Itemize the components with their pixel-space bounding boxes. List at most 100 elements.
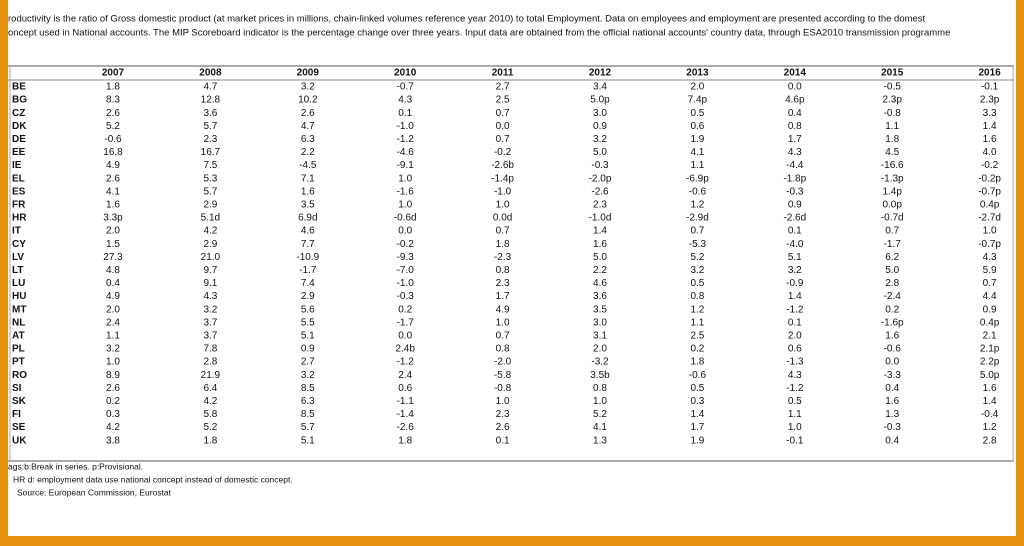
cell: -1.6 bbox=[397, 186, 415, 197]
cell: 3.2 bbox=[301, 370, 315, 381]
sheet bbox=[8, 0, 1016, 536]
cell: -2.7d bbox=[978, 213, 1001, 224]
cell: 0.5 bbox=[690, 278, 704, 289]
cell: 5.0 bbox=[885, 265, 899, 276]
cell: 0.4 bbox=[885, 435, 899, 446]
cell: 2.8 bbox=[203, 357, 217, 368]
cell: -2.6 bbox=[591, 186, 609, 197]
cell: 8.3 bbox=[106, 95, 120, 106]
cell: 0.3 bbox=[690, 396, 704, 407]
cell: 4.2 bbox=[203, 396, 217, 407]
cell: 0.8 bbox=[496, 344, 510, 355]
cell: -9.1 bbox=[397, 160, 415, 171]
cell: -0.3 bbox=[591, 160, 609, 171]
cell: 5.1 bbox=[301, 331, 315, 342]
cell: 4.3 bbox=[788, 147, 802, 158]
cell: 1.1 bbox=[690, 317, 704, 328]
cell: 8.5 bbox=[301, 409, 315, 420]
cell: 0.3 bbox=[106, 409, 120, 420]
cell: -0.2p bbox=[978, 173, 1001, 184]
cell: -4.6 bbox=[397, 147, 415, 158]
cell: 5.2 bbox=[690, 252, 704, 263]
cell: 2.6 bbox=[106, 173, 120, 184]
cell: 0.0p bbox=[882, 200, 902, 211]
cell: 0.7 bbox=[496, 331, 510, 342]
cell: -0.2 bbox=[494, 147, 512, 158]
cell: 0.5 bbox=[690, 108, 704, 119]
cell: 2.3 bbox=[496, 278, 510, 289]
cell: 2.2p bbox=[980, 357, 1000, 368]
cell: 3.2 bbox=[203, 304, 217, 315]
cell: -4.5 bbox=[299, 160, 317, 171]
row-label: DK bbox=[12, 121, 27, 132]
cell: -0.3 bbox=[884, 422, 902, 433]
cell: 0.6 bbox=[788, 344, 802, 355]
cell: 1.4 bbox=[593, 226, 607, 237]
row-label: IE bbox=[12, 160, 22, 171]
column-header: 2016 bbox=[978, 68, 1001, 79]
cell: -1.2 bbox=[397, 134, 415, 145]
cell: -0.2 bbox=[397, 239, 415, 250]
cell: 5.1 bbox=[788, 252, 802, 263]
cell: 7.4 bbox=[301, 278, 315, 289]
cell: 4.3 bbox=[398, 95, 412, 106]
cell: 0.2 bbox=[398, 304, 412, 315]
cell: -2.6b bbox=[491, 160, 514, 171]
cell: 1.6 bbox=[885, 331, 899, 342]
row-label: HR bbox=[12, 213, 27, 224]
cell: 2.0 bbox=[106, 304, 120, 315]
cell: -2.0 bbox=[494, 357, 512, 368]
cell: 1.5 bbox=[106, 239, 120, 250]
cell: 1.0 bbox=[398, 173, 412, 184]
cell: 0.8 bbox=[788, 121, 802, 132]
cell: 4.3 bbox=[983, 252, 997, 263]
row-label: FI bbox=[12, 409, 21, 420]
cell: 1.1 bbox=[788, 409, 802, 420]
cell: 0.7 bbox=[885, 226, 899, 237]
cell: 27.3 bbox=[103, 252, 123, 263]
row-label: FR bbox=[12, 200, 26, 211]
cell: 1.7 bbox=[690, 422, 704, 433]
cell: 2.9 bbox=[203, 200, 217, 211]
cell: 0.1 bbox=[788, 226, 802, 237]
cell: -1.1 bbox=[397, 396, 415, 407]
cell: 0.9 bbox=[983, 304, 997, 315]
cell: 2.6 bbox=[301, 108, 315, 119]
cell: 4.2 bbox=[203, 226, 217, 237]
column-header: 2007 bbox=[102, 68, 125, 79]
cell: 1.8 bbox=[203, 435, 217, 446]
cell: 5.0 bbox=[593, 252, 607, 263]
cell: -0.6 bbox=[884, 344, 902, 355]
cell: 0.7 bbox=[983, 278, 997, 289]
cell: 10.2 bbox=[298, 95, 318, 106]
row-label: CY bbox=[12, 239, 26, 250]
cell: 3.3p bbox=[103, 213, 123, 224]
cell: 4.6 bbox=[593, 278, 607, 289]
cell: 1.0 bbox=[593, 396, 607, 407]
cell: 0.2 bbox=[885, 304, 899, 315]
cell: 2.6 bbox=[106, 383, 120, 394]
cell: -3.2 bbox=[591, 357, 609, 368]
row-label: LV bbox=[12, 252, 24, 263]
cell: 12.8 bbox=[201, 95, 221, 106]
cell: -7.0 bbox=[397, 265, 415, 276]
cell: -0.5 bbox=[884, 82, 902, 93]
cell: 1.0 bbox=[496, 200, 510, 211]
cell: 0.1 bbox=[788, 317, 802, 328]
cell: 5.8 bbox=[203, 409, 217, 420]
cell: -1.8p bbox=[783, 173, 806, 184]
cell: 0.5 bbox=[690, 383, 704, 394]
cell: 1.6 bbox=[983, 134, 997, 145]
column-header: 2009 bbox=[297, 68, 320, 79]
cell: 3.0 bbox=[593, 317, 607, 328]
cell: 2.7 bbox=[301, 357, 315, 368]
cell: 1.0 bbox=[398, 200, 412, 211]
row-label: DE bbox=[12, 134, 26, 145]
cell: 3.0 bbox=[593, 108, 607, 119]
cell: 7.8 bbox=[203, 344, 217, 355]
cell: 2.7 bbox=[496, 82, 510, 93]
row-label: LU bbox=[12, 278, 25, 289]
row-label: SE bbox=[12, 422, 26, 433]
row-label: MT bbox=[12, 304, 26, 315]
cell: 2.1p bbox=[980, 344, 1000, 355]
